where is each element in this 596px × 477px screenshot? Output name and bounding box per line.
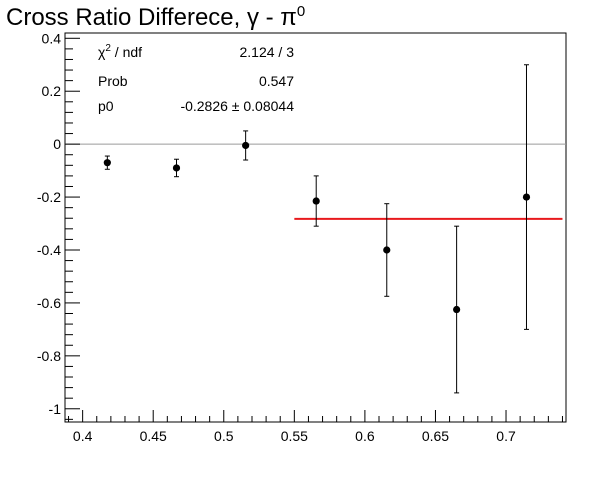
y-tick-label: -0.2	[37, 189, 61, 205]
data-point	[103, 159, 111, 167]
y-tick-label: 0	[53, 136, 61, 152]
stats-value: -0.2826 ± 0.08044	[180, 98, 294, 114]
x-tick-label: 0.4	[73, 428, 93, 444]
y-tick-label: 0.4	[42, 30, 62, 46]
axes: 0.4 0.2 0 -0.2 -0.4 -0.6 -0.8 -1 0.4 0.45 0.5 0.55 0…	[37, 30, 566, 444]
x-tick-label: 0.5	[214, 428, 234, 444]
x-tick-label: 0.6	[355, 428, 375, 444]
y-tick-label: -0.8	[37, 348, 61, 364]
stats-value: 0.547	[259, 73, 294, 89]
data-point	[453, 305, 461, 314]
stats-label: χ2 / ndf	[98, 43, 142, 60]
stats-label: p0	[98, 98, 114, 114]
y-tick-label: -1	[49, 401, 62, 417]
stats-box: χ2 / ndf 2.124 / 3 Prob 0.547 p0 -0.2826 ± 0.…	[98, 43, 294, 114]
x-tick-label: 0.55	[281, 428, 308, 444]
data-point	[242, 141, 250, 150]
x-tick-label: 0.7	[496, 428, 516, 444]
data-point	[383, 246, 391, 254]
data-point	[522, 193, 531, 201]
stats-value: 2.124 / 3	[240, 44, 295, 60]
x-tick-label: 0.45	[140, 428, 167, 444]
y-tick-label: 0.2	[42, 83, 62, 99]
data-point	[172, 164, 181, 172]
y-tick-label: -0.6	[37, 295, 61, 311]
chart-title: Cross Ratio Differece, γ - π0	[6, 3, 305, 31]
x-tick-label: 0.65	[422, 428, 449, 444]
data-point	[312, 197, 320, 205]
y-tick-label: -0.4	[37, 242, 61, 258]
data-marks	[103, 64, 563, 394]
plot-frame	[64, 32, 567, 423]
stats-label: Prob	[98, 73, 128, 89]
